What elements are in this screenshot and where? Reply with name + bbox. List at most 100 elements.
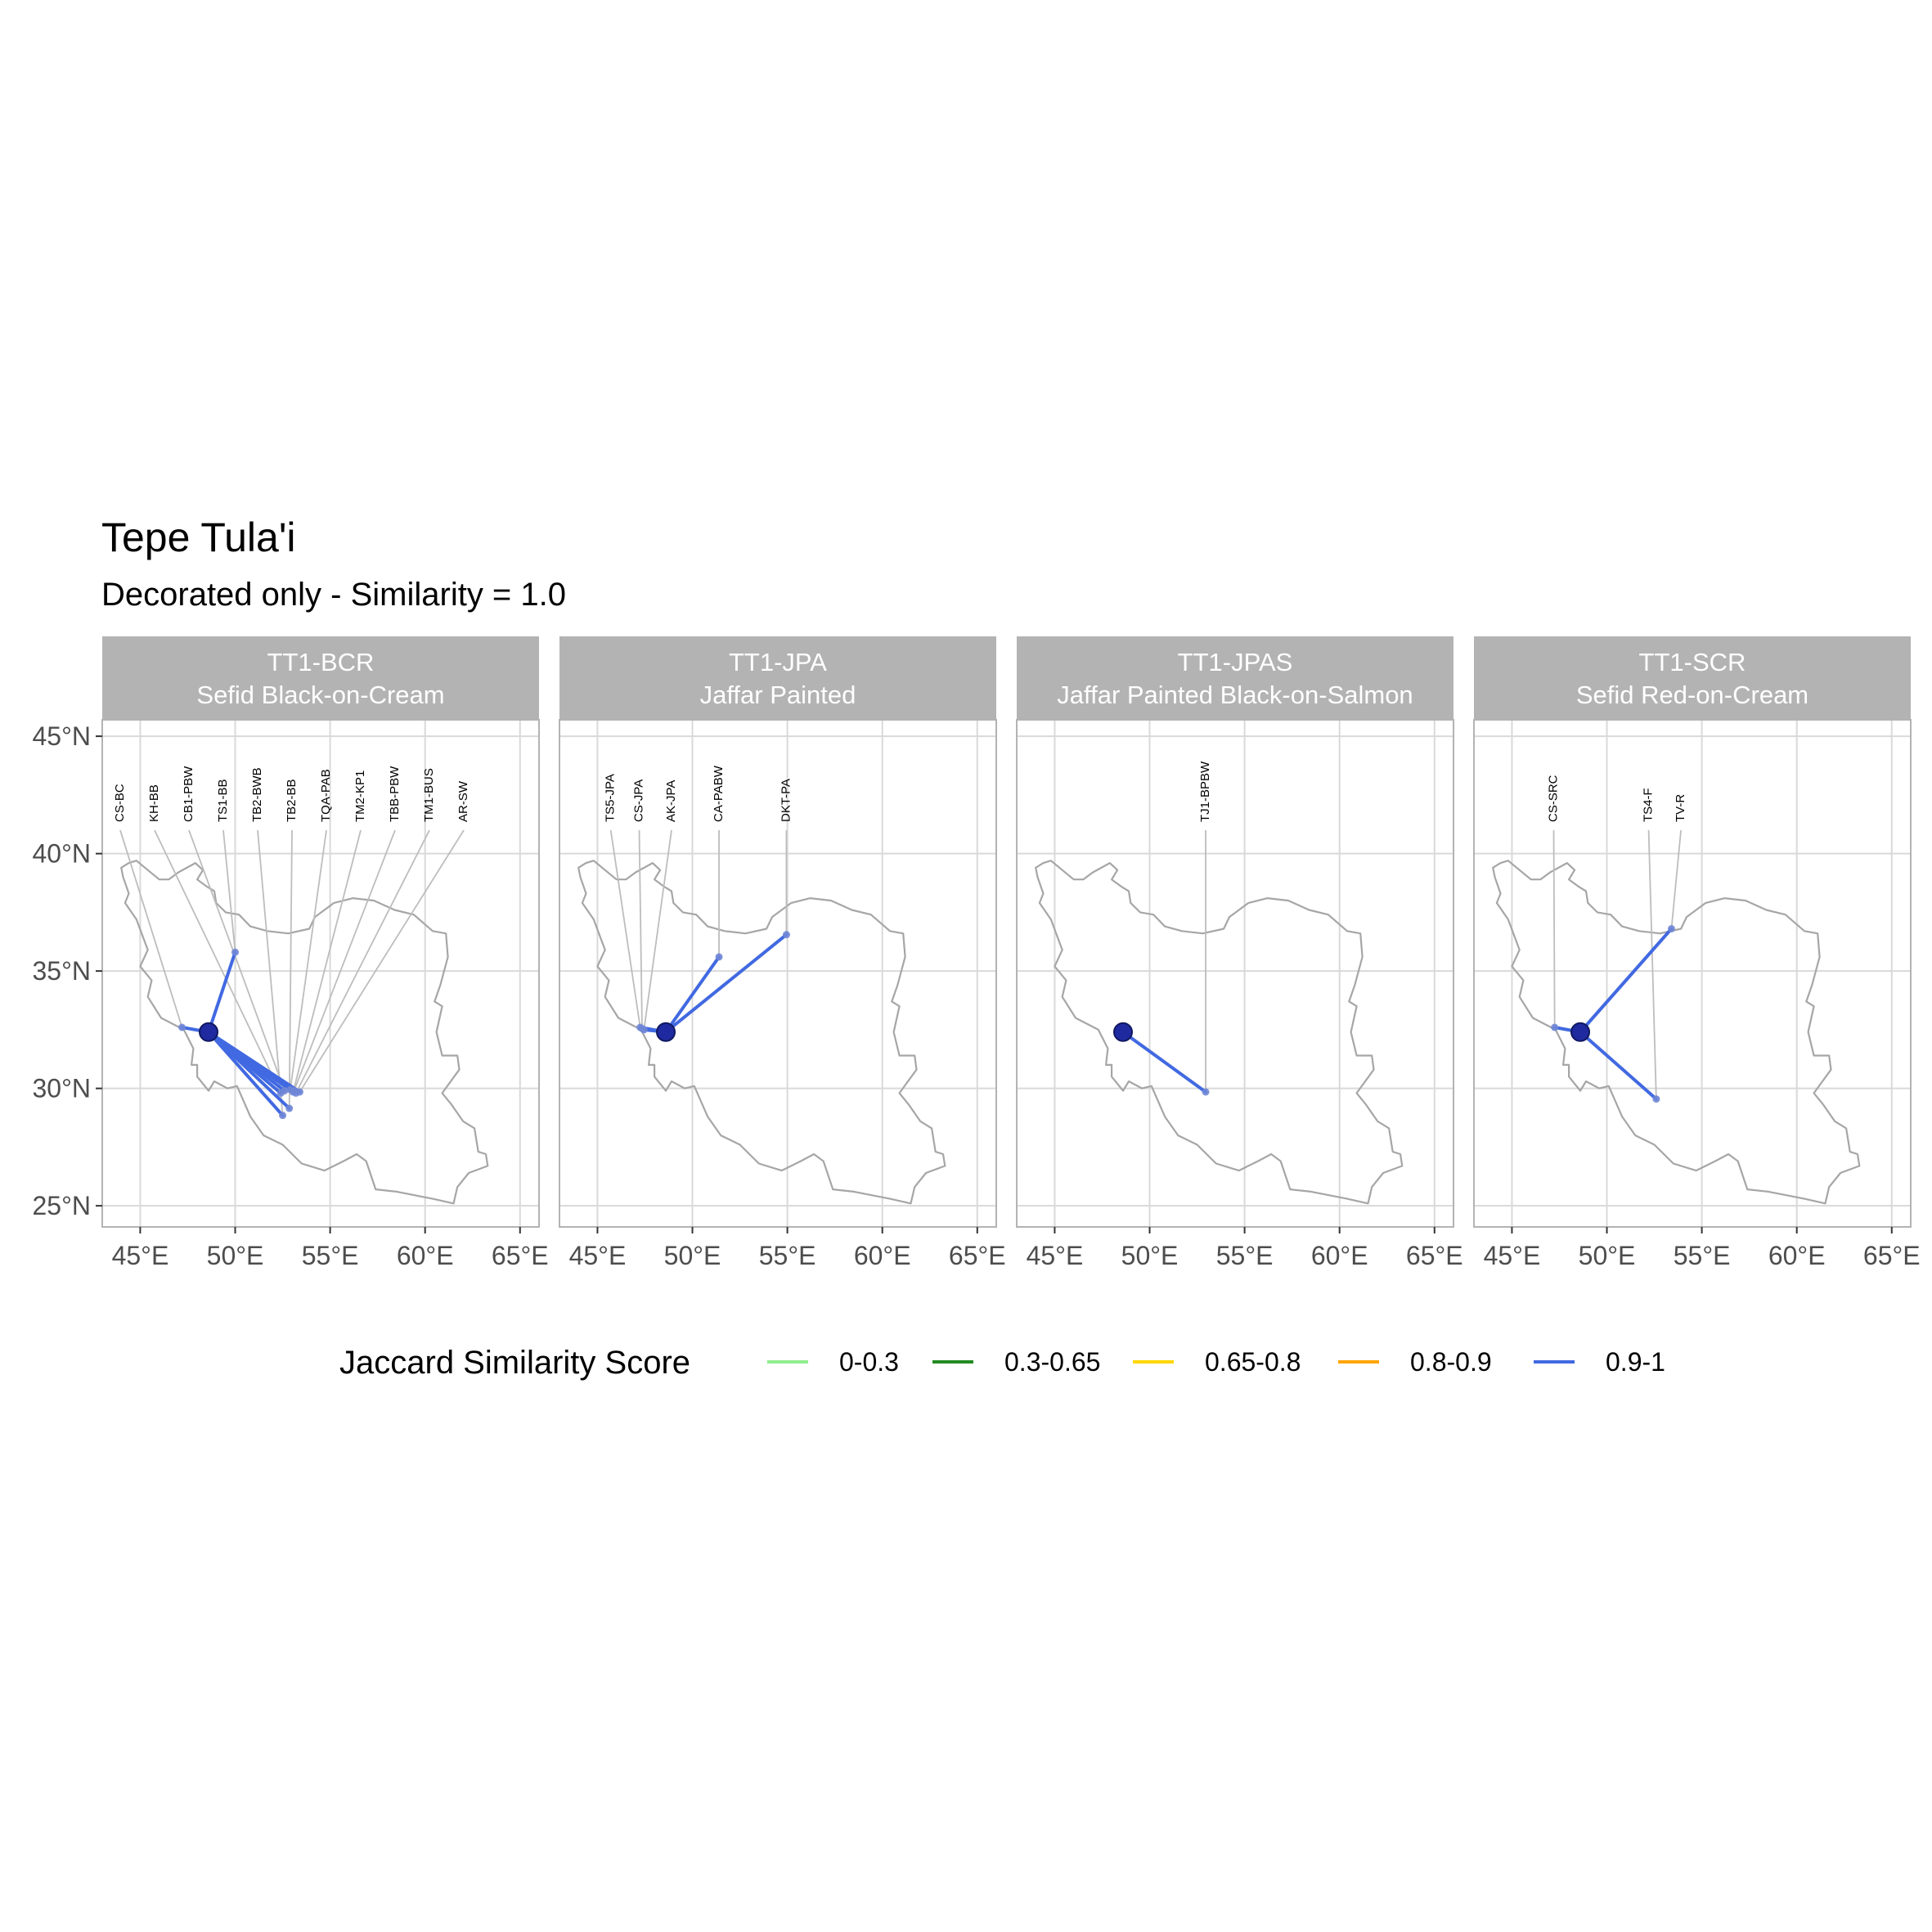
site-label: AK-JPA [664,780,678,822]
plot-subtitle: Decorated only - Similarity = 1.0 [101,577,567,613]
facet-strip [102,636,539,720]
target-site-point [1202,1088,1210,1096]
facet-strip-code: TT1-JPA [729,648,827,676]
y-tick-label: 25°N [33,1191,92,1220]
similarity-link [1121,1030,1208,1094]
facet-panel: TT1-SCR Sefid Red-on-Cream CS-SRC TS4-F TV-R… [1473,636,1921,1270]
country-outline [1492,860,1861,1205]
x-tick-label: 50°E [1121,1241,1179,1270]
site-label: TS1-BB [216,779,230,822]
target-site-point [1652,1095,1660,1103]
y-tick-label: 45°N [33,721,92,751]
site-label: TV-R [1674,794,1687,822]
site-label: KH-BB [147,784,161,822]
target-site-point [640,1026,648,1034]
x-tick-label: 55°E [1674,1241,1731,1270]
x-tick-label: 60°E [1311,1241,1368,1270]
x-tick-label: 60°E [854,1241,911,1270]
site-label: DKT-PA [779,779,793,822]
leader-line [609,829,641,1028]
leader-line [188,829,285,1091]
x-tick-label: 65°E [949,1241,1006,1270]
target-site-point [279,1112,287,1120]
country-outline [1035,860,1404,1205]
site-label: TQA-PAB [319,769,333,822]
facet-panel: TT1-JPA Jaffar Painted TS5-JPA CS-JPA AK-JPA… [559,636,1006,1270]
target-site-point [285,1104,294,1112]
legend-title: Jaccard Similarity Score [339,1345,690,1381]
leader-line [119,829,183,1028]
facet-strip [1017,636,1453,720]
facet-panel: TT1-JPAS Jaffar Painted Black-on-Salmon TJ… [1016,636,1463,1270]
legend-label: 0-0.3 [839,1347,899,1377]
facet-strip-name: Sefid Black-on-Cream [196,681,444,709]
source-site-point [656,1022,676,1042]
panel-border [559,719,997,1228]
x-tick-label: 45°E [569,1241,627,1270]
leader-line [222,829,236,953]
x-tick-label: 45°E [1027,1241,1084,1270]
legend-label: 0.8-0.9 [1410,1347,1492,1377]
leader-line [289,829,327,1090]
facet-strip [559,636,996,720]
x-tick-label: 50°E [1579,1241,1636,1270]
site-label: CS-BC [113,784,127,822]
similarity-link [207,1030,291,1111]
site-label: TJ1-BPBW [1198,761,1212,822]
source-site-point [199,1022,219,1042]
facet-strip-name: Jaffar Painted Black-on-Salmon [1057,681,1413,709]
x-tick-label: 60°E [397,1241,454,1270]
legend-label: 0.65-0.8 [1205,1347,1301,1377]
site-label: CS-JPA [631,780,645,822]
site-label: CB1-PBW [182,766,195,822]
site-label: AR-SW [456,780,470,822]
x-tick-label: 55°E [759,1241,816,1270]
country-outline [120,860,489,1205]
target-site-point [295,1088,303,1096]
target-site-point [178,1023,186,1031]
facet-strip-code: TT1-BCR [267,648,375,676]
x-tick-label: 55°E [302,1241,359,1270]
facet-panels: TT1-BCR Sefid Black-on-Cream CS-BC KH-BB CB1… [33,636,1921,1270]
target-site-point [1667,924,1675,932]
leader-line [638,829,643,1029]
x-tick-label: 50°E [207,1241,264,1270]
facet-strip-name: Jaffar Painted [700,681,856,709]
similarity-link [1579,1030,1658,1101]
y-tick-label: 30°N [33,1074,92,1103]
site-label: TS5-JPA [604,774,618,822]
leader-line [295,829,430,1094]
source-site-point [1570,1022,1591,1042]
plot-title: Tepe Tula'i [101,514,296,560]
leader-line [293,829,396,1091]
legend: Jaccard Similarity Score 0-0.3 0.3-0.65 0.6… [339,1345,1665,1381]
site-label: TB2-BWB [250,767,264,822]
leader-line [154,829,282,1094]
target-site-point [281,1087,289,1095]
leader-line [643,829,672,1031]
legend-label: 0.9-1 [1606,1347,1665,1377]
site-label: CA-PABW [712,765,726,822]
facet-strip [1474,636,1911,720]
leader-line [1552,829,1556,1028]
panel-border [1473,719,1912,1228]
leader-line [288,829,293,1109]
target-site-point [782,931,790,939]
x-tick-label: 55°E [1216,1241,1274,1270]
facet-strip-code: TT1-JPAS [1178,648,1293,676]
leader-line [1670,829,1682,929]
y-tick-label: 35°N [33,956,92,986]
site-label: CS-SRC [1546,775,1560,822]
target-site-point [231,948,240,956]
similarity-link [207,950,237,1034]
panel-border [1016,719,1454,1228]
leader-line [299,829,465,1093]
site-label: TS4-F [1642,788,1656,822]
x-tick-label: 60°E [1768,1241,1826,1270]
facet-panel: TT1-BCR Sefid Black-on-Cream CS-BC KH-BB CB1… [33,636,549,1270]
legend-label: 0.3-0.65 [1004,1347,1100,1377]
x-tick-label: 45°E [112,1241,169,1270]
similarity-link [664,955,721,1034]
x-tick-label: 45°E [1484,1241,1541,1270]
leader-line [1647,829,1657,1099]
